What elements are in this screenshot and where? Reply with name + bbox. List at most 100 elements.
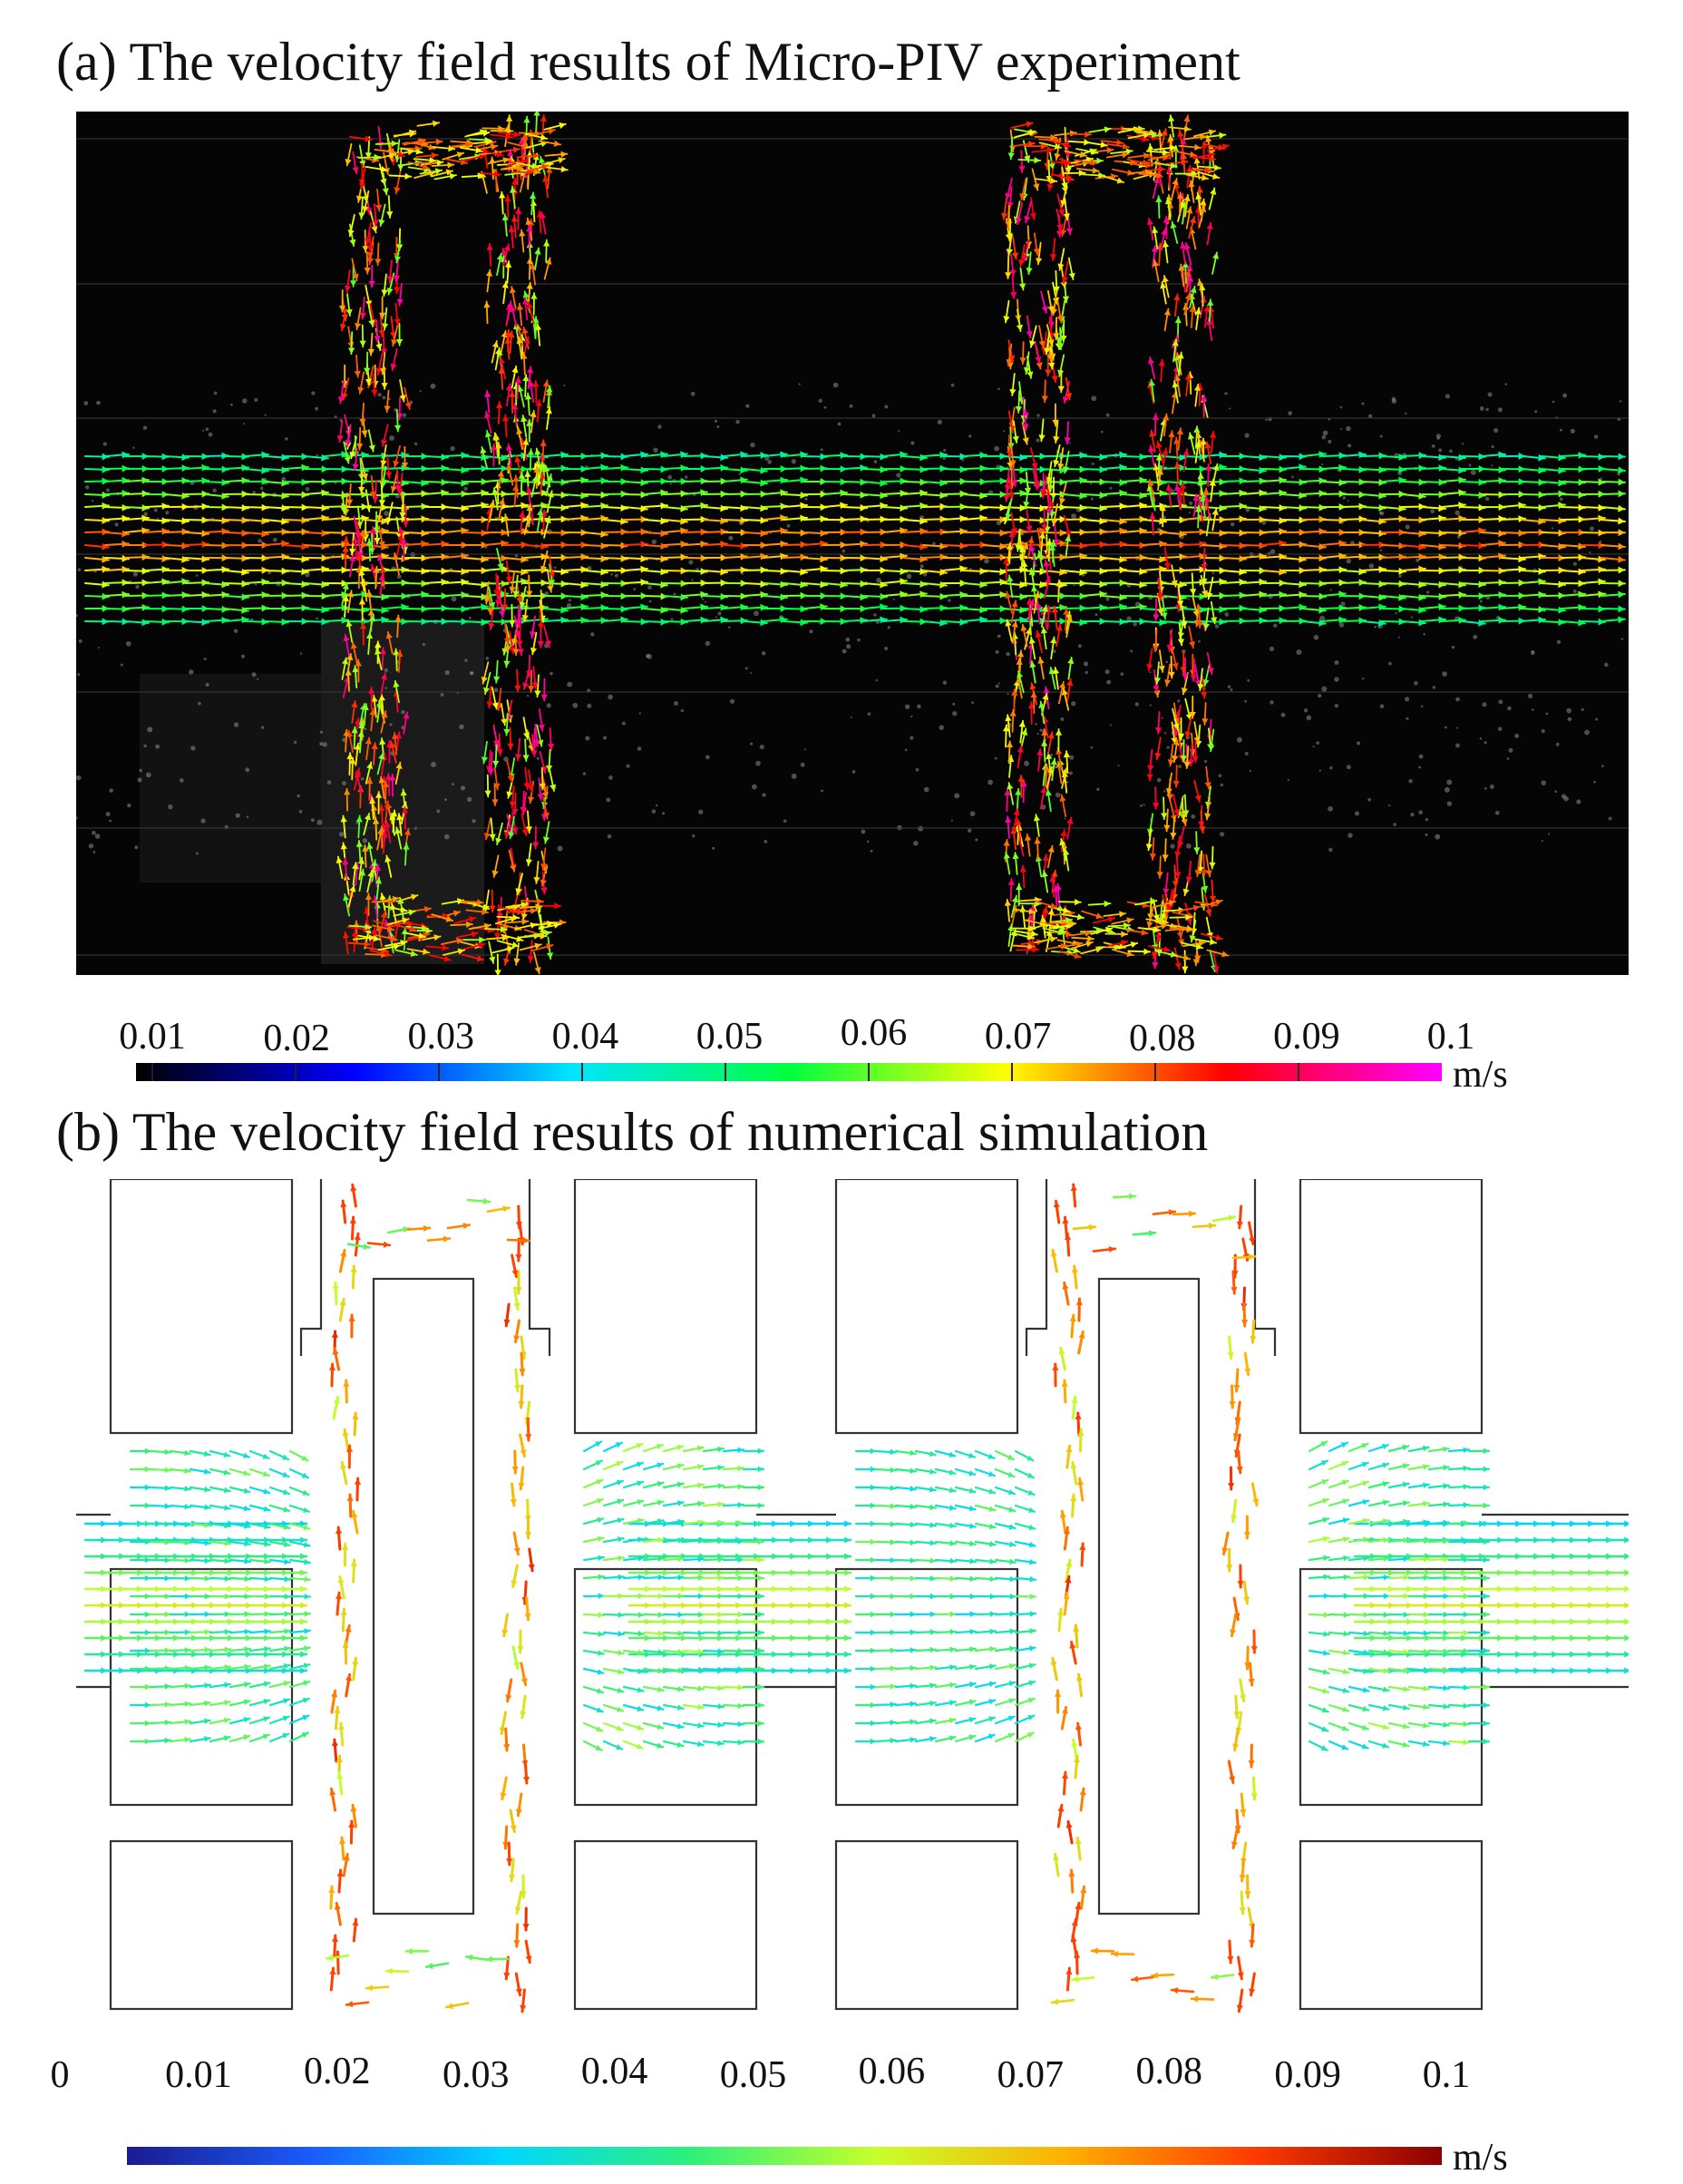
velocity-vector bbox=[1201, 451, 1227, 459]
velocity-vector bbox=[702, 1537, 725, 1545]
velocity-vector bbox=[582, 1574, 606, 1581]
velocity-vector bbox=[1407, 1593, 1431, 1600]
velocity-vector bbox=[515, 873, 523, 896]
velocity-vector bbox=[483, 540, 509, 548]
velocity-vector bbox=[1421, 542, 1446, 551]
velocity-vector bbox=[1068, 131, 1093, 138]
velocity-vector bbox=[942, 527, 968, 535]
velocity-vector bbox=[1057, 681, 1065, 705]
channel-wall bbox=[834, 1839, 1019, 2011]
velocity-vector bbox=[1501, 555, 1526, 563]
velocity-vector bbox=[874, 1539, 898, 1545]
velocity-vector bbox=[248, 1540, 271, 1547]
velocity-vector bbox=[1024, 142, 1048, 150]
velocity-vector bbox=[854, 1683, 878, 1691]
velocity-vector bbox=[982, 590, 1007, 599]
velocity-vector bbox=[463, 593, 489, 600]
velocity-vector bbox=[382, 780, 390, 804]
velocity-vector bbox=[1308, 1459, 1328, 1471]
velocity-vector bbox=[443, 466, 469, 474]
velocity-vector bbox=[533, 108, 540, 132]
velocity-vector bbox=[352, 447, 359, 472]
velocity-vector bbox=[506, 759, 514, 783]
velocity-vector bbox=[1132, 1230, 1157, 1237]
velocity-vector bbox=[538, 708, 545, 732]
velocity-vector bbox=[268, 1662, 291, 1671]
velocity-vector bbox=[1070, 1493, 1077, 1518]
velocity-vector bbox=[356, 534, 364, 559]
velocity-vector bbox=[934, 1735, 957, 1743]
velocity-vector bbox=[1156, 467, 1163, 492]
velocity-vector bbox=[494, 346, 502, 371]
velocity-vector bbox=[1017, 745, 1024, 769]
velocity-vector bbox=[642, 1630, 666, 1637]
velocity-vector bbox=[1122, 492, 1147, 500]
velocity-vector bbox=[702, 1721, 725, 1728]
velocity-vector bbox=[1174, 374, 1182, 397]
velocity-vector bbox=[854, 1629, 878, 1636]
velocity-vector bbox=[682, 1555, 705, 1563]
velocity-vector bbox=[894, 1503, 918, 1510]
velocity-vector bbox=[974, 1540, 997, 1547]
velocity-vector bbox=[1381, 515, 1406, 522]
velocity-vector bbox=[1204, 441, 1212, 464]
velocity-vector bbox=[463, 580, 489, 589]
velocity-vector bbox=[1154, 161, 1178, 170]
velocity-vector bbox=[404, 479, 429, 487]
velocity-vector bbox=[1401, 492, 1426, 500]
velocity-vector bbox=[1172, 436, 1181, 461]
velocity-vector bbox=[914, 1682, 937, 1689]
velocity-vector bbox=[1501, 603, 1526, 611]
velocity-vector bbox=[1202, 663, 1211, 687]
velocity-vector bbox=[1017, 670, 1025, 694]
velocity-vector bbox=[149, 1611, 172, 1618]
velocity-vector bbox=[1600, 616, 1626, 624]
velocity-vector bbox=[702, 1556, 725, 1563]
velocity-vector bbox=[483, 671, 491, 696]
velocity-vector bbox=[384, 773, 393, 796]
velocity-vector bbox=[894, 1719, 917, 1725]
velocity-vector bbox=[288, 1611, 312, 1617]
velocity-vector bbox=[763, 527, 788, 535]
velocity-vector bbox=[1561, 590, 1586, 599]
velocity-vector bbox=[854, 1484, 878, 1491]
velocity-vector bbox=[1035, 600, 1042, 625]
velocity-vector bbox=[1341, 552, 1367, 561]
velocity-vector bbox=[1056, 208, 1064, 232]
velocity-vector bbox=[525, 810, 532, 834]
velocity-vector bbox=[129, 1448, 152, 1455]
velocity-vector bbox=[1065, 1966, 1073, 1992]
velocity-vector bbox=[683, 590, 708, 599]
velocity-vector bbox=[540, 211, 547, 235]
velocity-vector bbox=[362, 844, 369, 868]
velocity-vector bbox=[384, 854, 393, 878]
velocity-vector bbox=[1082, 603, 1107, 611]
velocity-vector bbox=[1003, 851, 1011, 875]
velocity-vector bbox=[1308, 1685, 1330, 1694]
velocity-vector bbox=[1249, 1923, 1256, 1948]
velocity-vector bbox=[1193, 938, 1218, 945]
velocity-vector bbox=[358, 721, 365, 746]
velocity-vector bbox=[349, 1215, 356, 1241]
velocity-vector bbox=[1054, 137, 1062, 161]
velocity-vector bbox=[519, 1433, 527, 1458]
velocity-vector bbox=[1034, 935, 1058, 944]
velocity-vector bbox=[1003, 299, 1010, 324]
velocity-vector bbox=[189, 1522, 211, 1528]
velocity-vector bbox=[189, 1718, 211, 1725]
velocity-vector bbox=[354, 354, 361, 378]
velocity-vector bbox=[874, 1611, 898, 1618]
velocity-vector bbox=[702, 1666, 725, 1673]
velocity-vector bbox=[502, 1825, 510, 1850]
velocity-vector bbox=[622, 1498, 645, 1507]
velocity-vector bbox=[1075, 1836, 1082, 1861]
velocity-vector bbox=[1102, 479, 1127, 486]
velocity-vector bbox=[522, 738, 530, 763]
velocity-vector bbox=[505, 1678, 513, 1703]
velocity-vector bbox=[1341, 568, 1367, 576]
velocity-vector bbox=[1130, 1975, 1155, 1983]
velocity-vector bbox=[1085, 141, 1108, 149]
velocity-vector bbox=[535, 399, 542, 423]
colorbar-tick-label: 0.01 bbox=[119, 1016, 186, 1058]
velocity-vector bbox=[763, 451, 788, 459]
